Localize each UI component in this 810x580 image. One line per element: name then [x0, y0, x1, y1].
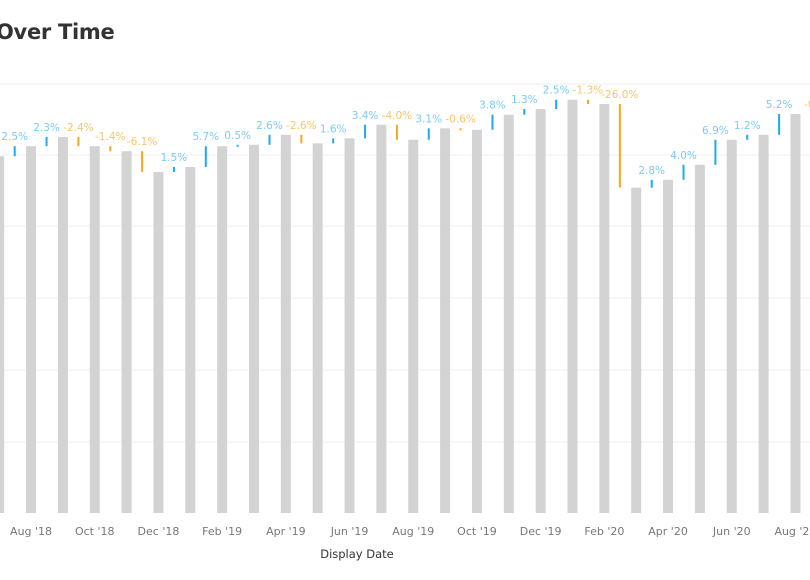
- change-label: -6.1%: [127, 136, 157, 148]
- x-tick-label: Aug '19: [392, 525, 434, 538]
- x-tick-label: Apr '20: [648, 525, 688, 538]
- change-label: 3.4%: [352, 110, 379, 122]
- change-label: -26.0%: [601, 89, 638, 101]
- bar-oct-18: [89, 146, 100, 513]
- change-label: 2.8%: [638, 165, 665, 177]
- change-label: -0.6%: [445, 113, 475, 125]
- bar-jan-20: [567, 99, 578, 513]
- bar-jul-18: [0, 156, 5, 513]
- bar-jan-19: [185, 166, 196, 513]
- bar-nov-18: [121, 151, 132, 513]
- change-label: -1.3%: [573, 85, 603, 97]
- bar-mar-20: [631, 187, 642, 514]
- x-tick-label: Oct '18: [75, 525, 115, 538]
- change-label: 1.2%: [734, 120, 761, 132]
- bar-jun-20: [726, 139, 737, 513]
- change-label: 1.3%: [511, 94, 538, 106]
- change-label: -2.4%: [63, 122, 93, 134]
- bar-jul-19: [376, 124, 387, 513]
- change-label: 3.8%: [479, 100, 506, 112]
- bar-may-20: [694, 164, 705, 514]
- bar-oct-19: [471, 129, 482, 513]
- bar-may-19: [312, 143, 323, 513]
- bar-nov-19: [503, 114, 514, 514]
- x-tick-label: Oct '19: [457, 525, 497, 538]
- bar-sep-18: [57, 136, 68, 513]
- change-label: -1.4%: [95, 131, 125, 143]
- change-label: -2.6%: [286, 120, 316, 132]
- x-tick-label: Dec '18: [138, 525, 180, 538]
- change-label: 1.6%: [320, 123, 347, 135]
- change-label: 2.5%: [1, 131, 28, 143]
- bar-jul-20: [758, 134, 769, 513]
- change-label: 2.3%: [33, 122, 60, 134]
- change-label: 2.6%: [256, 120, 283, 132]
- change-label: 1.5%: [161, 152, 188, 164]
- x-tick-label: Dec '19: [520, 525, 562, 538]
- change-label: 0.5%: [224, 130, 251, 142]
- x-axis-label: Display Date: [320, 547, 394, 561]
- change-label: 5.7%: [192, 131, 219, 143]
- x-tick-label: Feb '19: [202, 525, 242, 538]
- x-tick-label: Aug '18: [10, 525, 52, 538]
- bar-dec-19: [535, 109, 546, 514]
- change-label: 6.9%: [702, 125, 729, 137]
- bar-sep-19: [440, 128, 451, 513]
- bar-dec-18: [153, 171, 164, 513]
- bar-feb-19: [217, 146, 228, 513]
- change-label: 4.0%: [670, 150, 697, 162]
- chart-title: Over Time: [0, 20, 115, 44]
- bar-apr-20: [663, 179, 674, 513]
- bar-jun-19: [344, 138, 355, 513]
- change-label: -0.: [804, 99, 810, 111]
- change-label: 5.2%: [766, 99, 793, 111]
- x-tick-label: Apr '19: [266, 525, 306, 538]
- bar-aug-20: [790, 114, 801, 513]
- x-tick-label: Feb '20: [584, 525, 624, 538]
- x-tick-label: Jun '20: [712, 525, 751, 538]
- change-label: -4.0%: [382, 110, 412, 122]
- x-tick-label: Aug '20: [774, 525, 810, 538]
- bar-apr-19: [280, 134, 291, 513]
- bar-mar-19: [249, 144, 259, 513]
- change-label: 3.1%: [415, 113, 442, 125]
- bar-feb-20: [599, 104, 610, 514]
- bar-aug-19: [408, 139, 419, 513]
- change-label: 2.5%: [543, 85, 570, 97]
- x-tick-label: Jun '19: [330, 525, 369, 538]
- bar-aug-18: [26, 146, 37, 513]
